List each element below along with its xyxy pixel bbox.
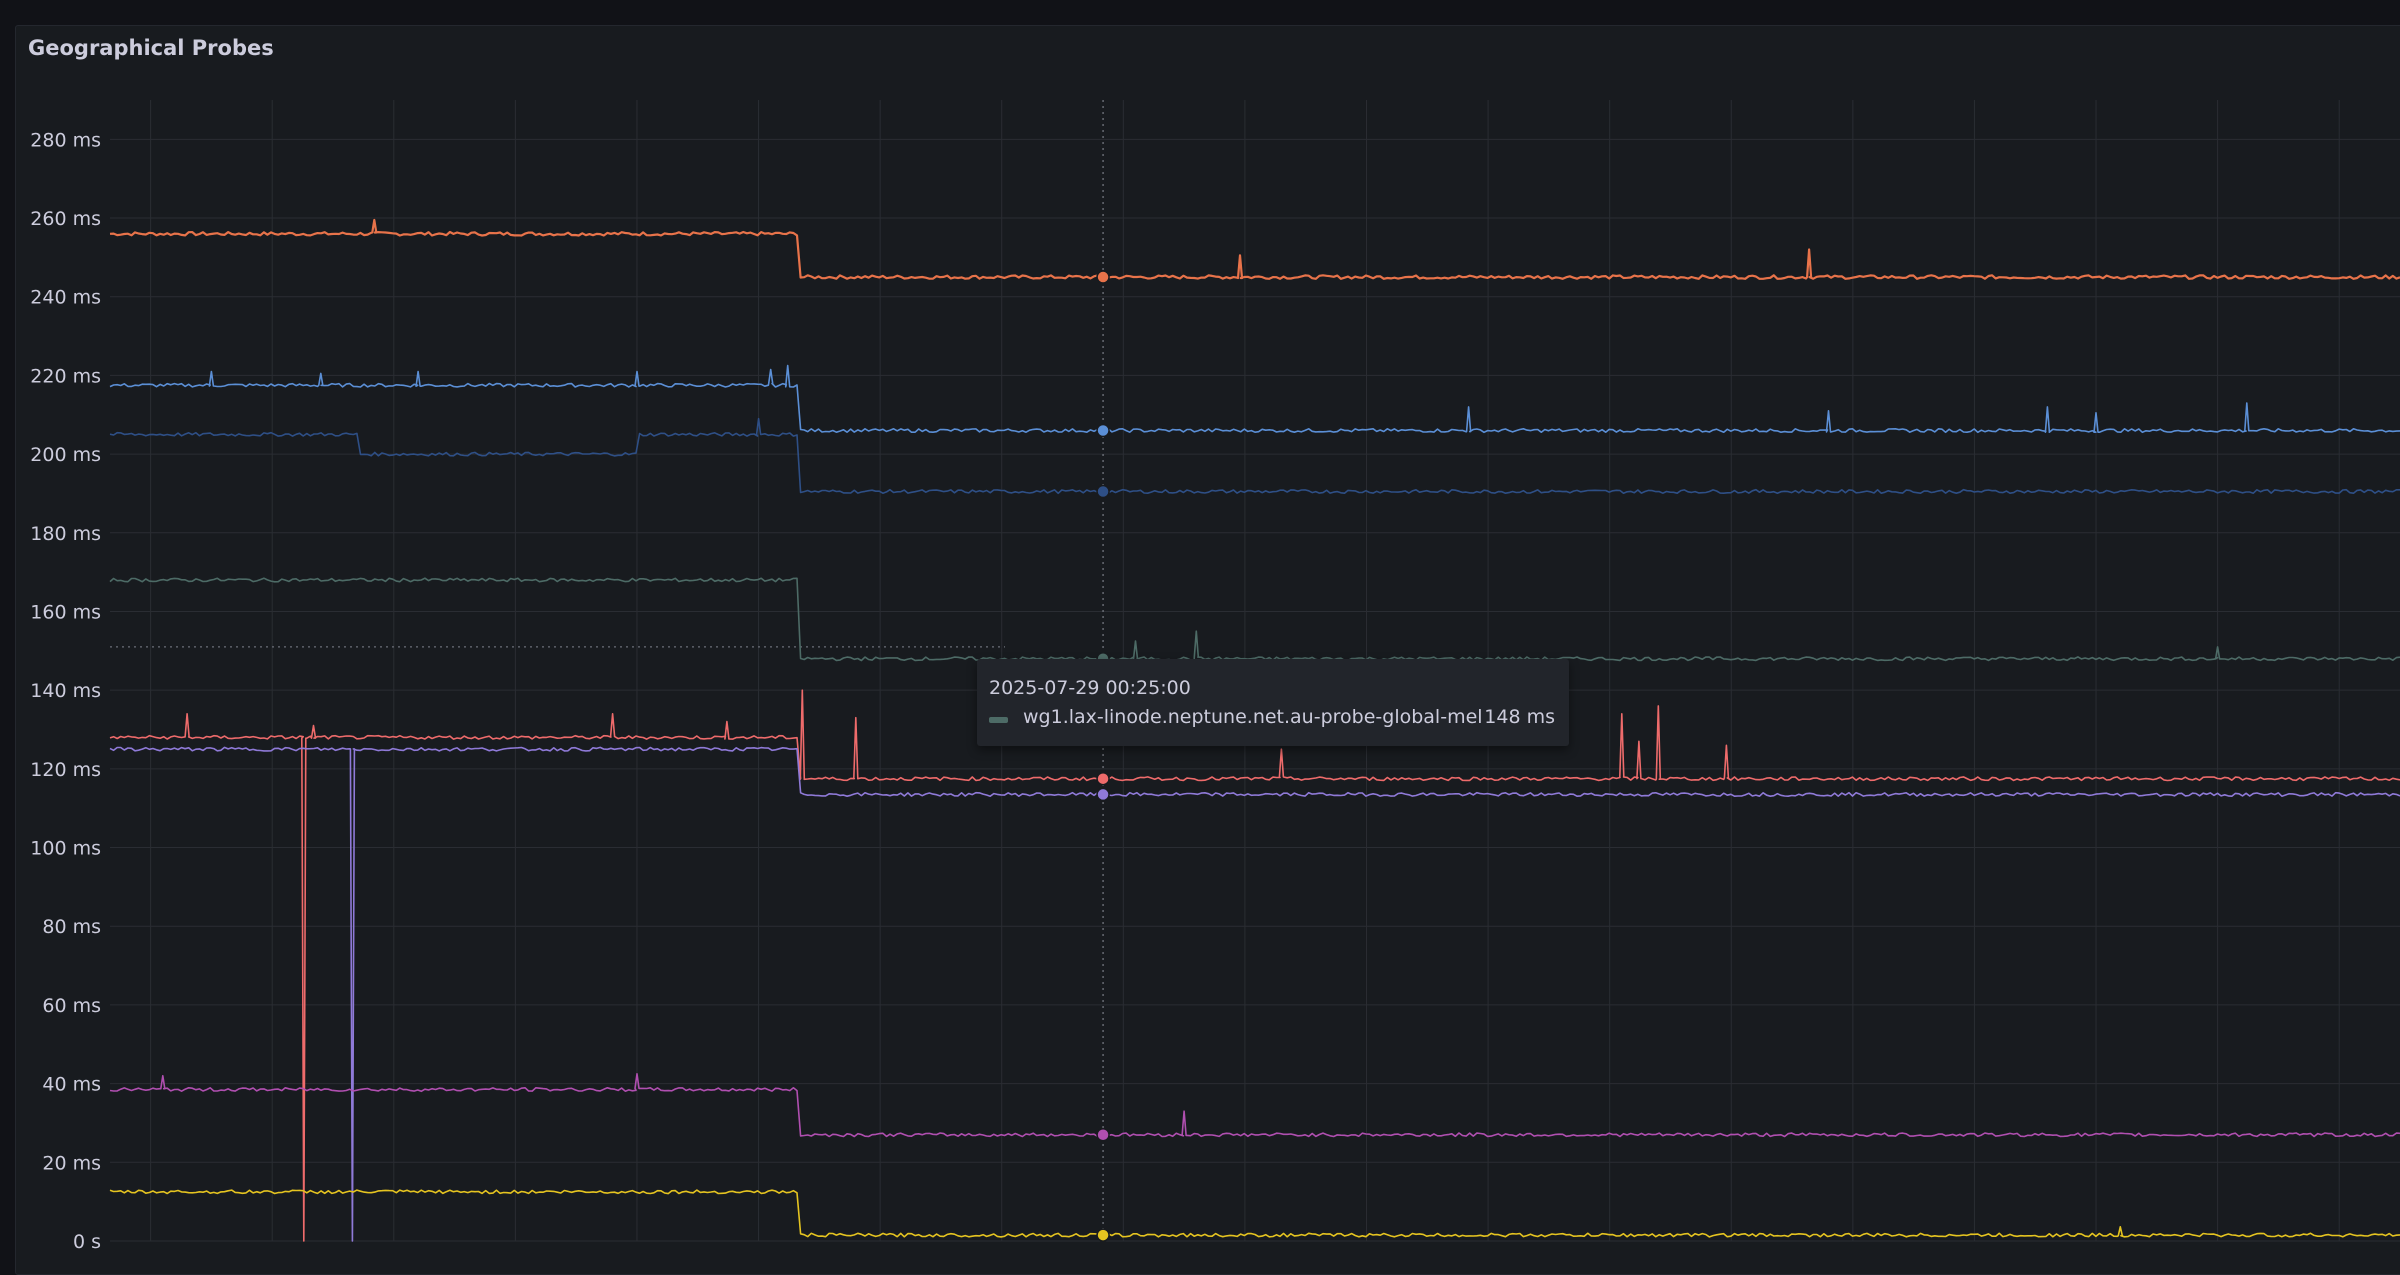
series-line bbox=[109, 1189, 2400, 1238]
y-tick-label: 60 ms bbox=[42, 995, 101, 1017]
series-line bbox=[109, 746, 2400, 1242]
tooltip-series-row: wg1.lax-linode.neptune.net.au-probe-glob… bbox=[989, 706, 1555, 732]
tooltip-series-name: wg1.lax-linode.neptune.net.au-probe-glob… bbox=[1023, 706, 1483, 728]
y-tick-label: 40 ms bbox=[42, 1074, 101, 1096]
y-tick-label: 140 ms bbox=[30, 680, 101, 702]
y-tick-label: 100 ms bbox=[30, 838, 101, 860]
hover-point bbox=[1096, 484, 1110, 499]
series-line bbox=[109, 417, 2400, 495]
hover-tooltip: 2025-07-29 00:25:00 wg1.lax-linode.neptu… bbox=[977, 659, 1569, 746]
series-line bbox=[109, 218, 2400, 280]
y-tick-label: 20 ms bbox=[42, 1152, 101, 1174]
y-tick-label: 200 ms bbox=[30, 444, 101, 466]
y-tick-label: 0 s bbox=[73, 1231, 101, 1253]
y-tick-label: 260 ms bbox=[30, 208, 101, 230]
hover-point bbox=[1096, 771, 1110, 786]
tooltip-series-value: 148 ms bbox=[1484, 706, 1555, 728]
series-line bbox=[109, 1073, 2400, 1138]
y-tick-label: 120 ms bbox=[30, 759, 101, 781]
hover-point bbox=[1096, 1128, 1110, 1142]
y-tick-label: 80 ms bbox=[42, 916, 101, 938]
y-tick-label: 240 ms bbox=[30, 287, 101, 309]
hover-point bbox=[1096, 423, 1110, 438]
hover-point bbox=[1096, 1228, 1110, 1242]
series-color-swatch bbox=[989, 717, 1008, 723]
series-line bbox=[109, 689, 2400, 1242]
y-tick-label: 280 ms bbox=[30, 129, 101, 151]
y-tick-label: 180 ms bbox=[30, 523, 101, 545]
series-line bbox=[109, 577, 2400, 662]
y-tick-label: 160 ms bbox=[30, 601, 101, 623]
y-tick-label: 220 ms bbox=[30, 365, 101, 387]
hover-point bbox=[1096, 787, 1110, 802]
tooltip-timestamp: 2025-07-29 00:25:00 bbox=[989, 677, 1191, 699]
series-line bbox=[109, 364, 2400, 434]
panel-title[interactable]: Geographical Probes bbox=[28, 36, 274, 60]
hover-point bbox=[1096, 270, 1110, 284]
